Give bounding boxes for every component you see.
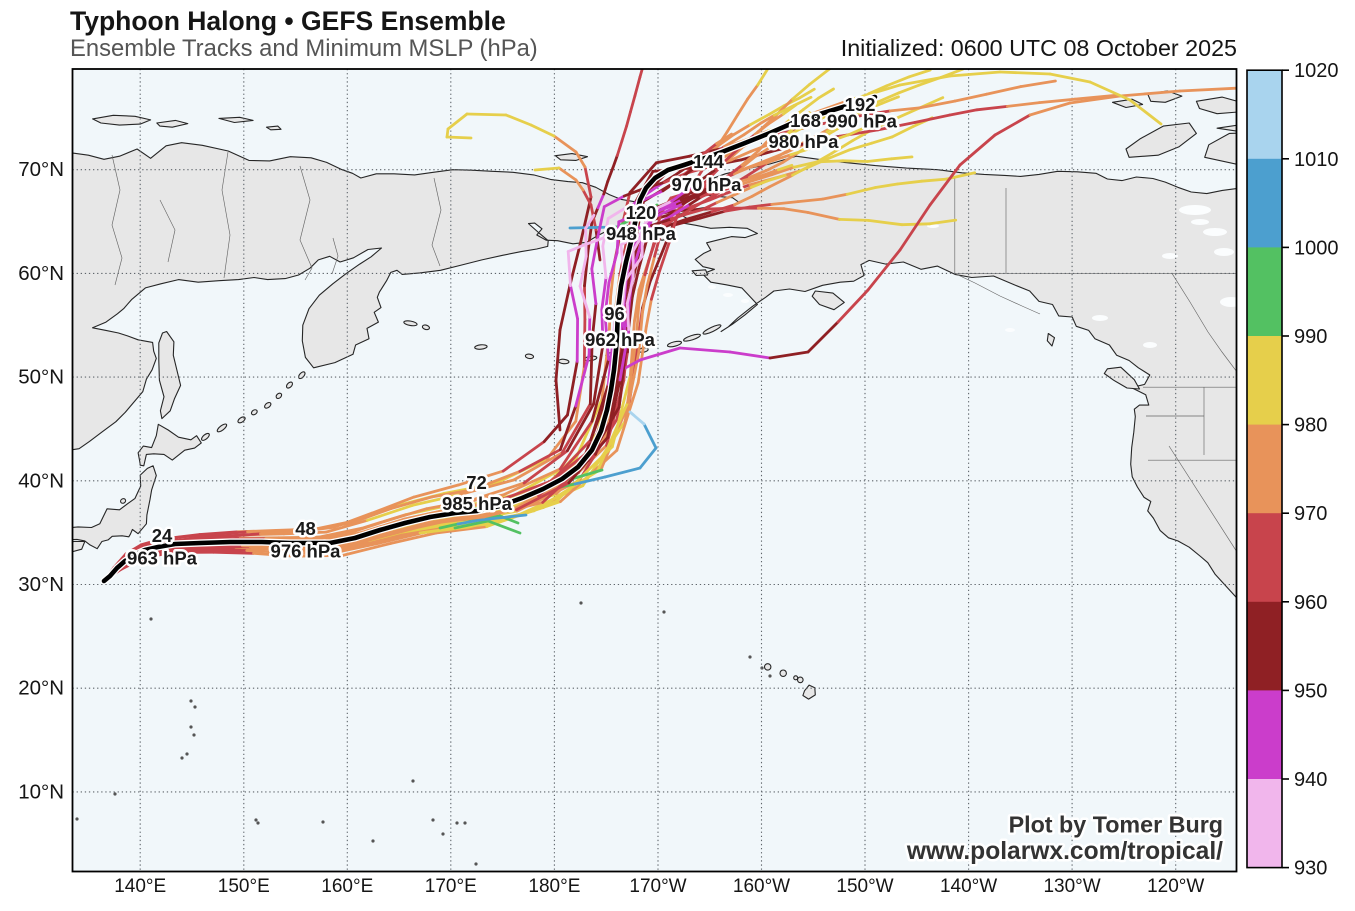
- svg-text:30°N: 30°N: [18, 573, 64, 596]
- svg-text:Plot by Tomer Burg: Plot by Tomer Burg: [1009, 812, 1223, 838]
- svg-text:170°W: 170°W: [629, 876, 686, 897]
- svg-text:192: 192: [845, 94, 876, 115]
- svg-text:948 hPa: 948 hPa: [606, 223, 677, 244]
- svg-text:96: 96: [604, 303, 625, 324]
- svg-text:990: 990: [1294, 326, 1327, 348]
- svg-text:950: 950: [1294, 680, 1327, 702]
- svg-text:940: 940: [1294, 769, 1327, 791]
- svg-text:130°W: 130°W: [1043, 876, 1100, 897]
- svg-text:Typhoon Halong • GEFS Ensemble: Typhoon Halong • GEFS Ensemble: [70, 6, 506, 36]
- svg-text:120: 120: [626, 202, 657, 223]
- svg-text:144: 144: [693, 151, 725, 172]
- svg-text:168: 168: [790, 110, 821, 131]
- svg-text:150°E: 150°E: [218, 876, 270, 897]
- svg-text:970 hPa: 970 hPa: [672, 174, 743, 195]
- svg-text:930: 930: [1294, 858, 1327, 880]
- svg-text:40°N: 40°N: [18, 469, 64, 492]
- svg-text:170°E: 170°E: [425, 876, 477, 897]
- svg-text:1020: 1020: [1294, 60, 1339, 82]
- svg-text:980 hPa: 980 hPa: [769, 131, 840, 152]
- svg-text:962 hPa: 962 hPa: [585, 329, 656, 350]
- svg-text:970: 970: [1294, 503, 1327, 525]
- svg-text:180°E: 180°E: [528, 876, 580, 897]
- svg-text:20°N: 20°N: [18, 677, 64, 700]
- svg-text:160°W: 160°W: [733, 876, 790, 897]
- svg-text:50°N: 50°N: [18, 366, 64, 389]
- svg-text:70°N: 70°N: [18, 158, 64, 181]
- svg-text:980: 980: [1294, 415, 1327, 437]
- svg-text:160°E: 160°E: [321, 876, 373, 897]
- svg-text:120°W: 120°W: [1147, 876, 1204, 897]
- svg-text:963 hPa: 963 hPa: [127, 548, 198, 569]
- svg-text:Ensemble Tracks and Minimum MS: Ensemble Tracks and Minimum MSLP (hPa): [70, 35, 538, 62]
- svg-text:48: 48: [295, 518, 316, 539]
- svg-text:140°E: 140°E: [114, 876, 166, 897]
- svg-text:60°N: 60°N: [18, 262, 64, 285]
- svg-text:1000: 1000: [1294, 237, 1339, 259]
- svg-text:976 hPa: 976 hPa: [271, 541, 342, 562]
- svg-text:990 hPa: 990 hPa: [827, 111, 898, 132]
- svg-text:150°W: 150°W: [836, 876, 893, 897]
- svg-text:72: 72: [466, 472, 487, 493]
- svg-text:24: 24: [152, 525, 173, 546]
- svg-text:140°W: 140°W: [940, 876, 997, 897]
- svg-text:960: 960: [1294, 592, 1327, 614]
- svg-text:1010: 1010: [1294, 149, 1339, 171]
- svg-text:www.polarwx.com/tropical/: www.polarwx.com/tropical/: [906, 838, 1223, 865]
- svg-text:10°N: 10°N: [18, 780, 64, 803]
- svg-text:Initialized: 0600 UTC 08 Octob: Initialized: 0600 UTC 08 October 2025: [841, 35, 1237, 61]
- svg-text:985 hPa: 985 hPa: [442, 493, 513, 514]
